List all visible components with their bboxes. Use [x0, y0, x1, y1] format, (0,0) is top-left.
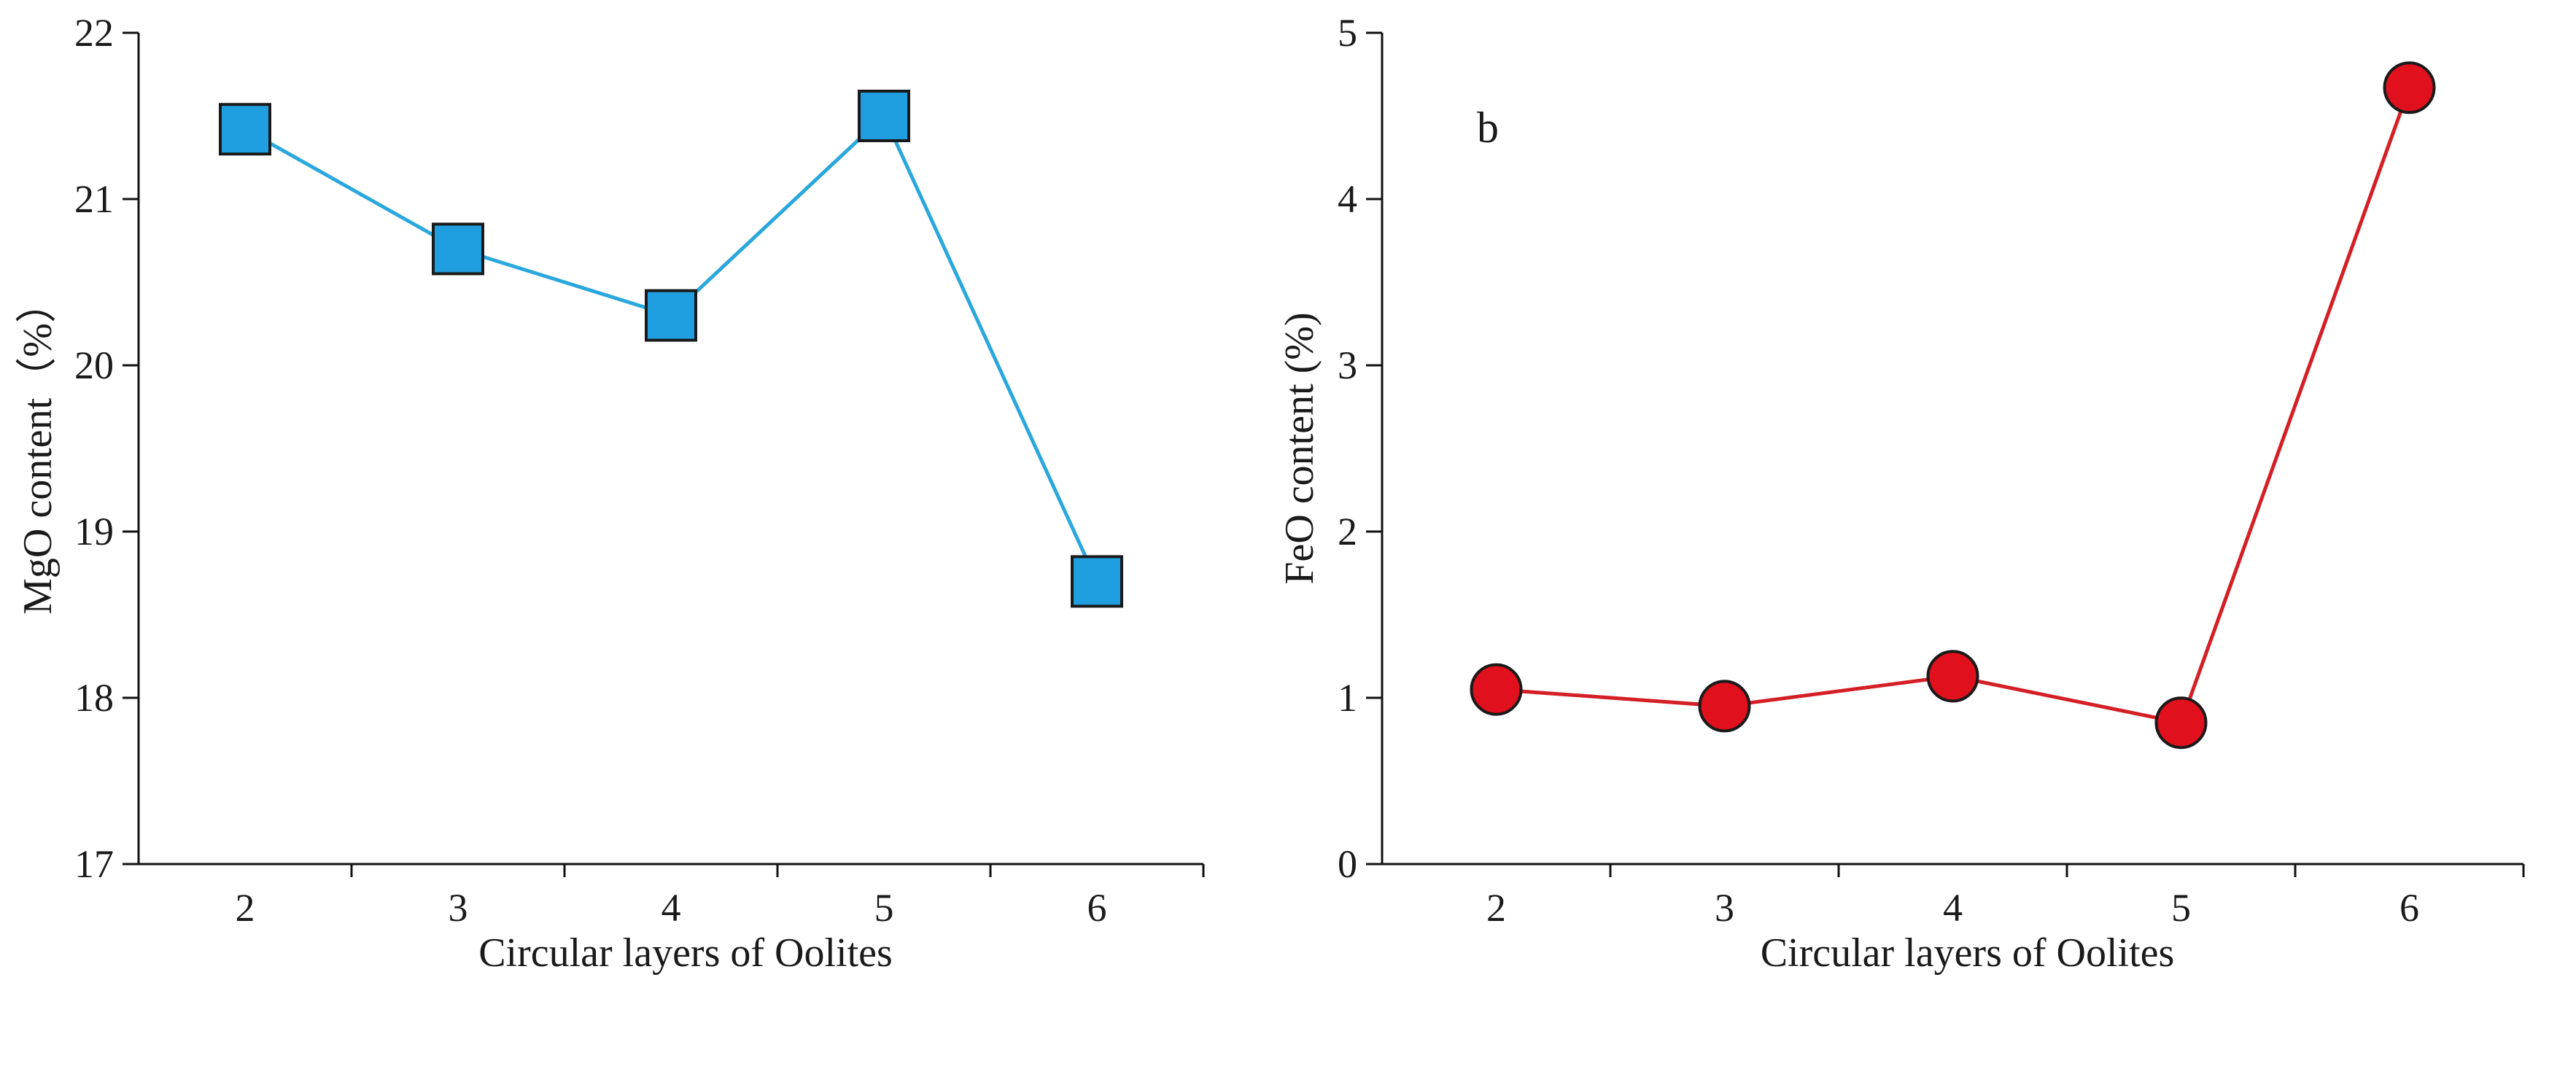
chart0-data-point: [858, 90, 910, 142]
chart0-y-tick-label: 19: [74, 510, 114, 553]
chart1-x-tick-label: 6: [2400, 886, 2419, 930]
chart0-y-tick-label: 21: [74, 177, 114, 221]
chart0-data-point: [645, 289, 697, 342]
chart0-data-point: [432, 222, 484, 276]
chart0-y-tick-label: 20: [74, 343, 114, 387]
chart1-x-tick-label: 5: [2171, 886, 2191, 930]
chart0-x-axis-title: Circular layers of Oolites: [478, 930, 893, 976]
chart0-series-line: [244, 114, 1099, 583]
chart0-x-tick-label: 6: [1087, 886, 1107, 930]
chart1-data-point: [2383, 61, 2436, 114]
chart1-x-tick-label: 3: [1715, 886, 1734, 930]
chart1-series-line: [1496, 87, 2411, 725]
chart1-y-tick-label: 1: [1338, 676, 1357, 720]
chart1-panel-label: b: [1477, 104, 1499, 152]
chart-panel-b: 0 1 2 3 4 5 2 3 4 5 6 Circular layers of Oolites FeO…: [1277, 11, 2525, 976]
chart1-y-tick-label: 0: [1338, 842, 1357, 886]
chart1-y-tick-label: 4: [1338, 177, 1357, 221]
chart0-y-axis-title: MgO content（%）: [15, 282, 61, 615]
chart0-y-tick-label: 17: [74, 842, 114, 886]
chart1-data-point: [1926, 650, 1979, 703]
chart1-x-tick-label: 4: [1943, 886, 1963, 930]
chart1-x-tick-label: 2: [1486, 886, 1506, 930]
chart1-y-tick-label: 3: [1338, 343, 1357, 387]
chart1-y-tick-label: 5: [1338, 11, 1357, 55]
chart0-x-tick-label: 2: [236, 886, 255, 930]
chart0-data-point: [1071, 555, 1123, 608]
chart0-x-tick-label: 5: [874, 886, 894, 930]
chart0-x-tick-label: 3: [449, 886, 468, 930]
chart1-y-axis-title: FeO content (%): [1277, 312, 1322, 584]
chart0-y-tick-label: 22: [74, 11, 114, 55]
chart1-data-point: [1470, 663, 1523, 716]
chart0-data-point: [219, 103, 271, 156]
chart0-y-tick-label: 18: [74, 676, 114, 720]
chart1-data-point: [2154, 696, 2208, 750]
chart1-data-point: [1698, 680, 1751, 733]
chart1-y-tick-label: 2: [1338, 510, 1357, 553]
chart0-x-tick-label: 4: [662, 886, 681, 930]
chart1-x-axis-title: Circular layers of Oolites: [1761, 930, 2175, 976]
